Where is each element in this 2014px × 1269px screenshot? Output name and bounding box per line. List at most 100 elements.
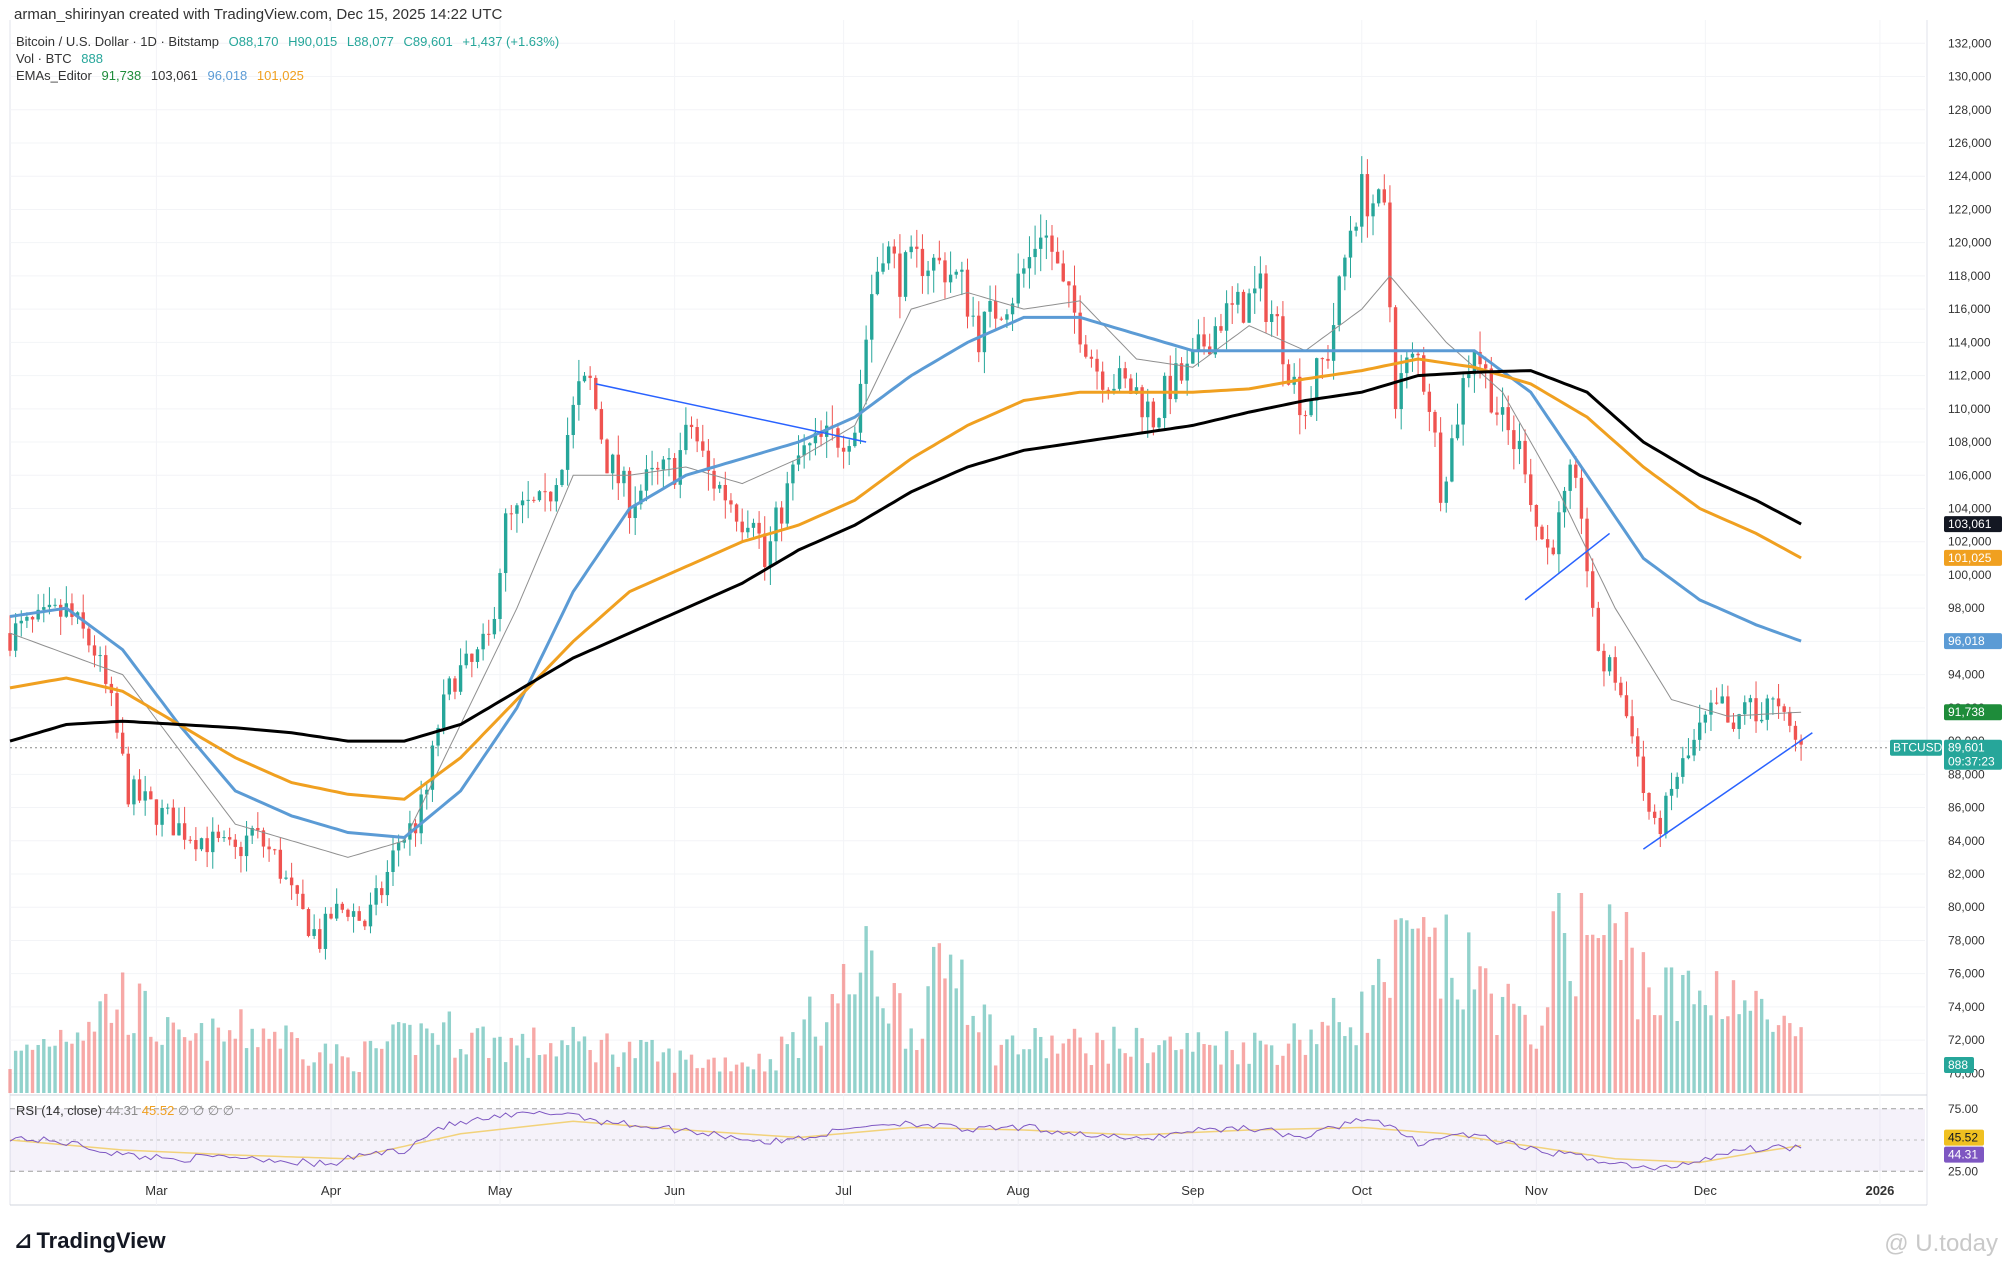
rsi-tick-label: 25.00 (1948, 1164, 1978, 1178)
volume-bar (1275, 1064, 1279, 1093)
candle-body (886, 246, 891, 264)
candle-body (1123, 368, 1127, 379)
volume-bar (1793, 1036, 1798, 1093)
candle-body (870, 294, 874, 340)
candle-body (1669, 788, 1674, 796)
volume-bar (53, 1045, 57, 1093)
volume-bar (1669, 967, 1674, 1093)
candle-body (1461, 378, 1465, 425)
candle-body (1146, 401, 1150, 418)
volume-bar (1146, 1063, 1150, 1093)
candle-body (1585, 518, 1589, 572)
volume-bar (177, 1029, 181, 1093)
candle-body (1331, 325, 1336, 361)
volume-bar (870, 950, 874, 1093)
candle-body (205, 838, 209, 853)
symbol-tag-label: BTCUSD (1893, 741, 1943, 755)
candle-body (1506, 407, 1510, 431)
volume-bar (605, 1033, 609, 1093)
volume-bar (261, 1028, 266, 1093)
candle-body (1771, 698, 1775, 700)
volume-bar (1117, 1048, 1122, 1093)
candle-body (1298, 376, 1302, 416)
candle-body (1162, 375, 1167, 419)
price-tick-label: 124,000 (1948, 169, 1992, 183)
volume-bar (796, 1058, 801, 1093)
volume-bar (1703, 1005, 1708, 1093)
volume-bar (853, 994, 857, 1093)
volume-bar (59, 1029, 63, 1093)
candle-body (1168, 375, 1172, 400)
volume-bar (1129, 1056, 1133, 1093)
volume-bar (779, 1036, 784, 1093)
candle-body (289, 877, 294, 886)
candle-body (1483, 364, 1488, 369)
price-tick-label: 100,000 (1948, 568, 1992, 582)
time-tick-label: Apr (321, 1183, 342, 1198)
volume-bar (453, 1057, 457, 1093)
candle-body (1410, 353, 1415, 358)
volume-bar (1799, 1027, 1803, 1093)
volume-bar (1354, 1045, 1358, 1093)
volume-bar (734, 1064, 739, 1093)
price-tick-label: 112,000 (1948, 369, 1991, 383)
candle-body (1174, 363, 1178, 400)
volume-bar (30, 1049, 35, 1093)
candle-body (520, 500, 525, 506)
volume-bar (1072, 1028, 1077, 1093)
candle-body (1388, 202, 1392, 308)
volume-bar (1782, 1015, 1786, 1093)
volume-bar (1591, 934, 1595, 1093)
time-tick-label: Aug (1007, 1183, 1030, 1198)
volume-bar (864, 926, 868, 1093)
candle-body (1776, 698, 1781, 707)
volume-bar (442, 1022, 446, 1093)
volume-bar (64, 1041, 69, 1093)
candle-body (1371, 203, 1375, 217)
price-tick-label: 94,000 (1948, 668, 1985, 682)
volume-bar (706, 1059, 711, 1093)
volume-bar (430, 1033, 435, 1093)
volume-bar (689, 1054, 694, 1093)
candle-body (605, 439, 609, 474)
volume-bar (357, 1072, 361, 1093)
candle-body (1376, 189, 1381, 204)
volume-bar (774, 1070, 778, 1093)
time-tick-label: Oct (1352, 1183, 1373, 1198)
volume-bar (160, 1044, 164, 1093)
volume-bar (1371, 985, 1375, 1093)
candle-body (1117, 368, 1122, 389)
volume-bar (273, 1031, 277, 1093)
volume-bar (599, 1039, 604, 1093)
volume-bar (712, 1057, 716, 1093)
candle-body (1202, 334, 1206, 347)
candle-body (1236, 291, 1240, 305)
volume-bar (881, 1008, 885, 1093)
candle-body (1562, 490, 1567, 513)
candle-body (1574, 464, 1578, 478)
volume-bar (1698, 990, 1702, 1093)
volume-bar (1219, 1064, 1223, 1093)
price-tick-label: 98,000 (1948, 601, 1985, 615)
candle-body (334, 903, 339, 919)
volume-bar (1675, 1021, 1679, 1093)
volume-bar (1106, 1063, 1110, 1093)
candle-body (932, 257, 936, 271)
candle-body (475, 649, 480, 662)
candle-body (47, 604, 52, 608)
volume-bar (515, 1045, 519, 1093)
candle-body (137, 779, 142, 801)
volume-bar (408, 1024, 412, 1093)
volume-bar (278, 1048, 283, 1093)
candle-body (701, 441, 705, 451)
candle-body (723, 484, 727, 501)
volume-bar (1157, 1045, 1161, 1093)
volume-bar (588, 1050, 592, 1093)
candle-body (1112, 388, 1116, 391)
candle-body (1619, 682, 1623, 696)
volume-bar (368, 1040, 373, 1093)
candle-body (1072, 285, 1077, 313)
volume-bar (740, 1062, 744, 1093)
candle-body (960, 269, 964, 272)
